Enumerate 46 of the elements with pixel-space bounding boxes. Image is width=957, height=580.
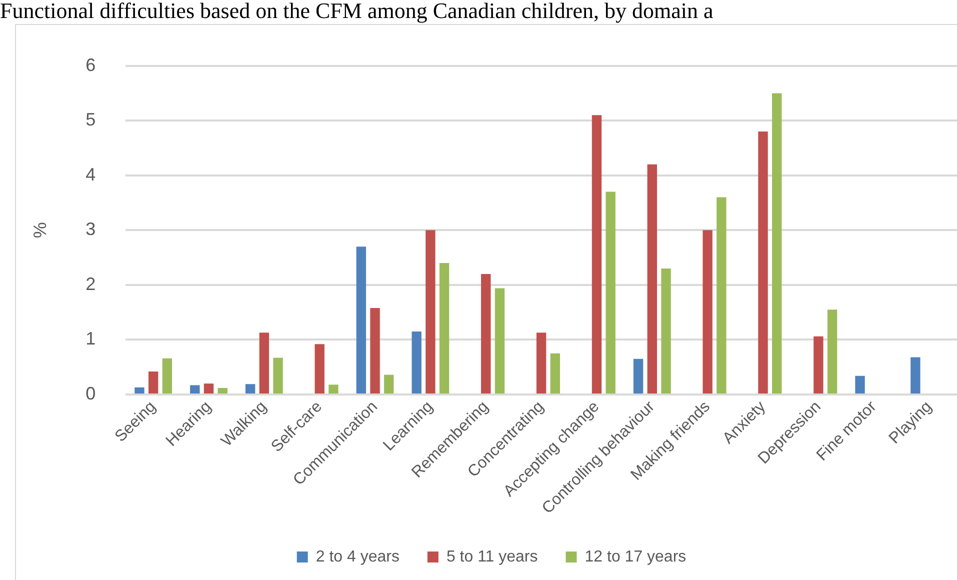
bar [758, 132, 768, 394]
bar [633, 358, 644, 394]
bar [606, 192, 616, 394]
bar [550, 353, 560, 394]
bar [190, 385, 200, 394]
y-tick-label: 0 [86, 383, 96, 404]
y-tick-label: 5 [86, 110, 96, 130]
bar [494, 288, 505, 394]
bar [855, 376, 865, 394]
y-axis-title: % [30, 222, 50, 238]
y-tick-label: 3 [86, 219, 96, 240]
bar [772, 93, 782, 394]
bar [814, 336, 824, 394]
bar [328, 384, 338, 394]
bar [245, 384, 256, 394]
bar [259, 332, 270, 394]
bar [661, 268, 671, 394]
bar [439, 263, 450, 394]
bar [162, 358, 172, 394]
bar [384, 374, 394, 394]
bar [426, 230, 436, 394]
bar [592, 115, 602, 394]
bar [134, 387, 144, 394]
legend-label: 2 to 4 years [316, 548, 400, 566]
y-tick-label: 2 [86, 274, 96, 294]
bar [412, 332, 422, 394]
bar [647, 164, 658, 394]
bar [370, 308, 380, 394]
bar [218, 388, 228, 394]
bar [273, 358, 283, 394]
y-tick-label: 1 [86, 328, 96, 349]
chart-title: Functional difficulties based on the CFM among Canadian children, by domain a [0, 0, 714, 23]
bar [827, 310, 838, 394]
bar [536, 332, 546, 394]
bar [356, 246, 366, 394]
legend-label: 12 to 17 years [584, 548, 686, 566]
bar [481, 274, 491, 394]
bar [204, 384, 214, 394]
bar [910, 357, 920, 394]
y-tick-label: 4 [86, 164, 96, 184]
bar [314, 344, 324, 394]
y-tick-label: 6 [86, 54, 96, 75]
legend-label: 5 to 11 years [446, 548, 538, 566]
bar [716, 197, 726, 394]
bar [702, 230, 712, 394]
bar [148, 372, 158, 394]
